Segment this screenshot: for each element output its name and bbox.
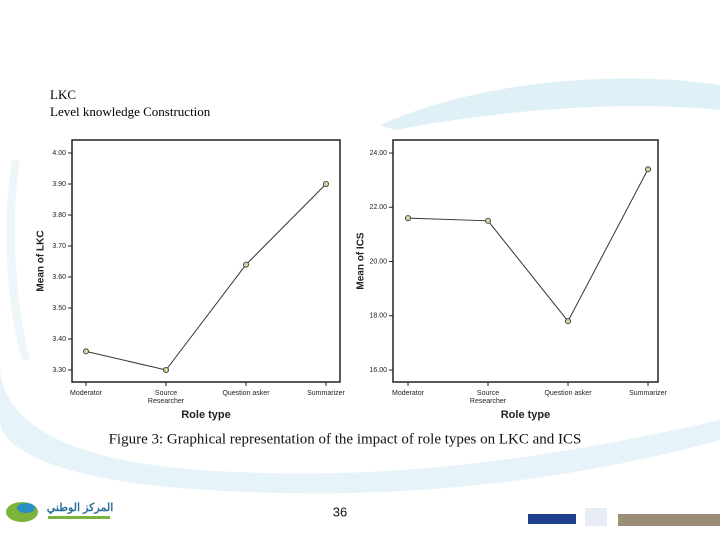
y-tick-label: 24.00 — [369, 150, 387, 157]
logo-left: المركز الوطني — [6, 502, 113, 522]
y-tick-label: 3.30 — [52, 367, 66, 374]
x-tick-label: Source Researcher — [147, 390, 185, 405]
x-axis-label: Role type — [501, 409, 551, 421]
x-tick-label: Question asker — [222, 390, 270, 397]
swoosh — [6, 160, 31, 360]
page-number: 36 — [333, 504, 347, 519]
data-point — [565, 318, 572, 325]
x-tick-label: Moderator — [70, 390, 102, 397]
x-tick-label: Question asker — [544, 390, 592, 397]
logo-right — [528, 508, 720, 526]
plot-frame — [392, 139, 659, 383]
swoosh — [0, 370, 720, 494]
header-line: LKC — [50, 87, 76, 102]
data-point — [83, 348, 90, 355]
x-tick-label: Source Researcher — [469, 390, 507, 405]
data-line — [85, 183, 327, 371]
y-axis-label: Mean of ICS — [356, 232, 367, 290]
y-tick-label: 3.90 — [52, 181, 66, 188]
data-point — [162, 366, 169, 373]
y-tick-label: 16.00 — [369, 367, 387, 374]
caption: Figure 3: Graphical representation of th… — [109, 431, 582, 447]
y-tick-label: 4.00 — [52, 150, 66, 157]
y-tick-label: 3.40 — [52, 336, 66, 343]
x-tick-label: Summarizer — [629, 390, 667, 397]
data-line — [407, 169, 649, 323]
y-tick-label: 3.50 — [52, 305, 66, 312]
logo-text: المركز الوطني — [47, 502, 114, 515]
y-tick-label: 3.80 — [52, 212, 66, 219]
y-tick-label: 3.70 — [52, 243, 66, 250]
x-tick-label: Moderator — [392, 390, 424, 397]
y-tick-label: 20.00 — [369, 258, 387, 265]
data-point — [484, 217, 491, 224]
plot-frame — [71, 139, 341, 383]
header-line: Level knowledge Construction — [50, 104, 211, 119]
y-tick-label: 18.00 — [369, 313, 387, 320]
data-point — [242, 261, 249, 268]
y-axis-label: Mean of LKC — [36, 230, 47, 291]
x-tick-label: Summarizer — [307, 390, 345, 397]
y-tick-label: 3.60 — [52, 274, 66, 281]
y-tick-label: 22.00 — [369, 204, 387, 211]
x-axis-label: Role type — [181, 409, 231, 421]
data-point — [322, 180, 329, 187]
data-point — [645, 166, 652, 173]
swoosh — [380, 78, 720, 130]
data-point — [404, 215, 411, 222]
